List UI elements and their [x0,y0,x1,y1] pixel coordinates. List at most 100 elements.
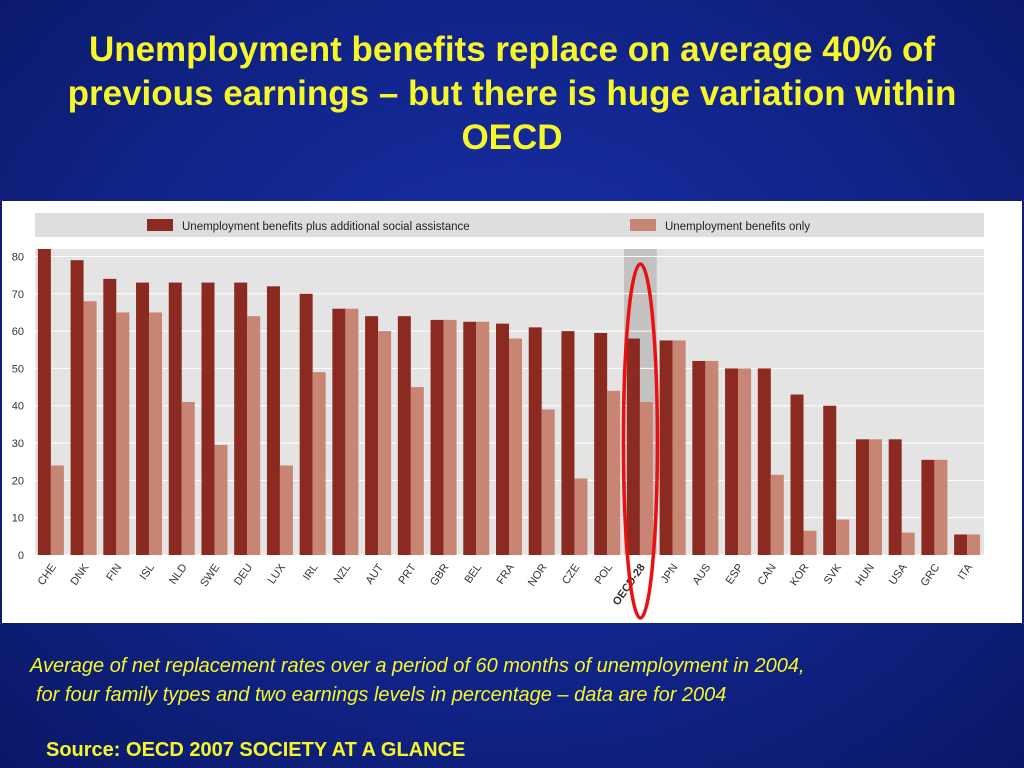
y-tick-20: 20 [12,475,24,487]
x-tick-nld: NLD [167,562,189,587]
bar-fin-benefits-plus-assistance [103,278,117,555]
bar-swe-benefits-plus-assistance [201,282,215,555]
bar-pol-benefits-plus-assistance [594,332,608,555]
y-tick-50: 50 [12,363,24,375]
x-tick-kor: KOR [788,562,812,588]
x-tick-esp: ESP [724,562,746,587]
x-tick-usa: USA [887,561,910,587]
bar-esp-benefits-only [738,368,752,555]
bar-lux-benefits-only [279,465,293,555]
bar-prt-benefits-only [410,387,424,555]
x-tick-nzl: NZL [332,562,354,586]
bar-esp-benefits-plus-assistance [725,368,739,555]
bar-nld-benefits-plus-assistance [168,282,182,555]
x-tick-che: CHE [36,562,59,588]
bar-deu-benefits-plus-assistance [234,282,248,555]
x-tick-deu: DEU [232,562,255,588]
x-tick-cze: CZE [560,562,582,587]
y-tick-60: 60 [12,326,24,338]
bar-hun-benefits-plus-assistance [855,439,869,555]
bar-dnk-benefits-only [83,301,97,555]
bar-isl-benefits-plus-assistance [136,282,150,555]
bar-nzl-benefits-plus-assistance [332,308,346,555]
caption-line-2: for four family types and two earnings l… [36,684,727,706]
bar-isl-benefits-only [149,312,163,555]
bar-fin-benefits-only [116,312,130,555]
chart-panel: Unemployment benefits plus additional so… [2,201,1022,623]
bar-fra-benefits-only [509,338,522,555]
bar-che-benefits-only [50,465,64,555]
x-tick-hun: HUN [853,562,877,588]
bar-can-benefits-plus-assistance [757,368,771,555]
bar-kor-benefits-only [803,530,817,555]
x-tick-aut: AUT [364,562,387,587]
bar-gbr-benefits-plus-assistance [430,319,444,555]
bar-ita-benefits-only [967,534,981,555]
x-tick-prt: PRT [396,562,418,587]
bar-svk-benefits-only [836,519,850,555]
y-tick-0: 0 [18,550,24,562]
bar-oecd-28-benefits-only [639,402,653,555]
legend-label-2: Unemployment benefits only [665,221,810,233]
bar-aus-benefits-plus-assistance [692,360,706,555]
x-tick-dnk: DNK [68,561,92,587]
bar-nld-benefits-only [181,402,195,555]
bar-irl-benefits-plus-assistance [299,293,313,555]
bar-kor-benefits-plus-assistance [790,394,804,555]
bar-can-benefits-only [770,474,784,555]
annotation-ellipse [621,262,660,620]
bar-ita-benefits-plus-assistance [954,534,968,555]
x-tick-jpn: JPN [659,562,681,586]
x-tick-lux: LUX [266,561,288,586]
x-tick-irl: IRL [301,562,321,583]
bar-nor-benefits-plus-assistance [528,327,542,555]
caption-line-1: Average of net replacement rates over a … [30,655,805,677]
y-tick-30: 30 [12,438,24,450]
bar-hun-benefits-only [868,439,882,555]
legend-label-1: Unemployment benefits plus additional so… [182,221,470,233]
bar-swe-benefits-only [214,444,228,555]
x-tick-fin: FIN [104,562,124,583]
bar-irl-benefits-only [312,372,326,555]
x-tick-aus: AUS [690,562,713,587]
bar-cze-benefits-only [574,478,588,555]
y-tick-70: 70 [12,289,24,301]
x-tick-isl: ISL [138,562,157,582]
bar-deu-benefits-only [247,316,261,555]
source-note: Source: OECD 2007 SOCIETY AT A GLANCE [46,739,466,761]
chart-caption: Average of net replacement rates over a … [30,652,1020,710]
x-tick-swe: SWE [198,562,222,589]
bar-jpn-benefits-plus-assistance [659,340,673,555]
x-tick-grc: GRC [919,562,943,589]
bar-nor-benefits-only [541,409,555,555]
bar-bel-benefits-plus-assistance [463,321,477,555]
bar-grc-benefits-only [934,459,948,555]
y-tick-10: 10 [12,513,24,525]
bar-aut-benefits-plus-assistance [365,316,379,555]
bar-chart: Unemployment benefits plus additional so… [12,213,984,620]
bar-svk-benefits-plus-assistance [823,405,837,555]
bar-usa-benefits-plus-assistance [888,439,902,555]
slide-title: Unemployment benefits replace on average… [67,30,957,157]
x-tick-pol: POL [593,562,615,587]
x-tick-nor: NOR [526,562,550,589]
bar-fra-benefits-plus-assistance [496,323,509,555]
x-tick-can: CAN [756,562,779,588]
legend-swatch-1 [147,219,173,231]
x-tick-ita: ITA [956,561,976,582]
bar-jpn-benefits-only [672,340,686,555]
bar-bel-benefits-only [476,321,490,555]
bar-usa-benefits-only [901,532,915,555]
x-tick-svk: SVK [822,561,845,586]
bar-aut-benefits-only [378,331,392,555]
bar-gbr-benefits-only [443,319,457,555]
bar-lux-benefits-plus-assistance [266,286,280,555]
bar-aus-benefits-only [705,360,719,555]
bar-oecd-28-benefits-plus-assistance [626,338,640,555]
y-tick-80: 80 [12,251,24,263]
x-tick-fra: FRA [495,561,518,586]
x-tick-bel: BEL [462,562,484,586]
y-tick-40: 40 [12,401,24,413]
bar-che-benefits-plus-assistance [37,249,51,555]
legend-band [35,213,984,237]
